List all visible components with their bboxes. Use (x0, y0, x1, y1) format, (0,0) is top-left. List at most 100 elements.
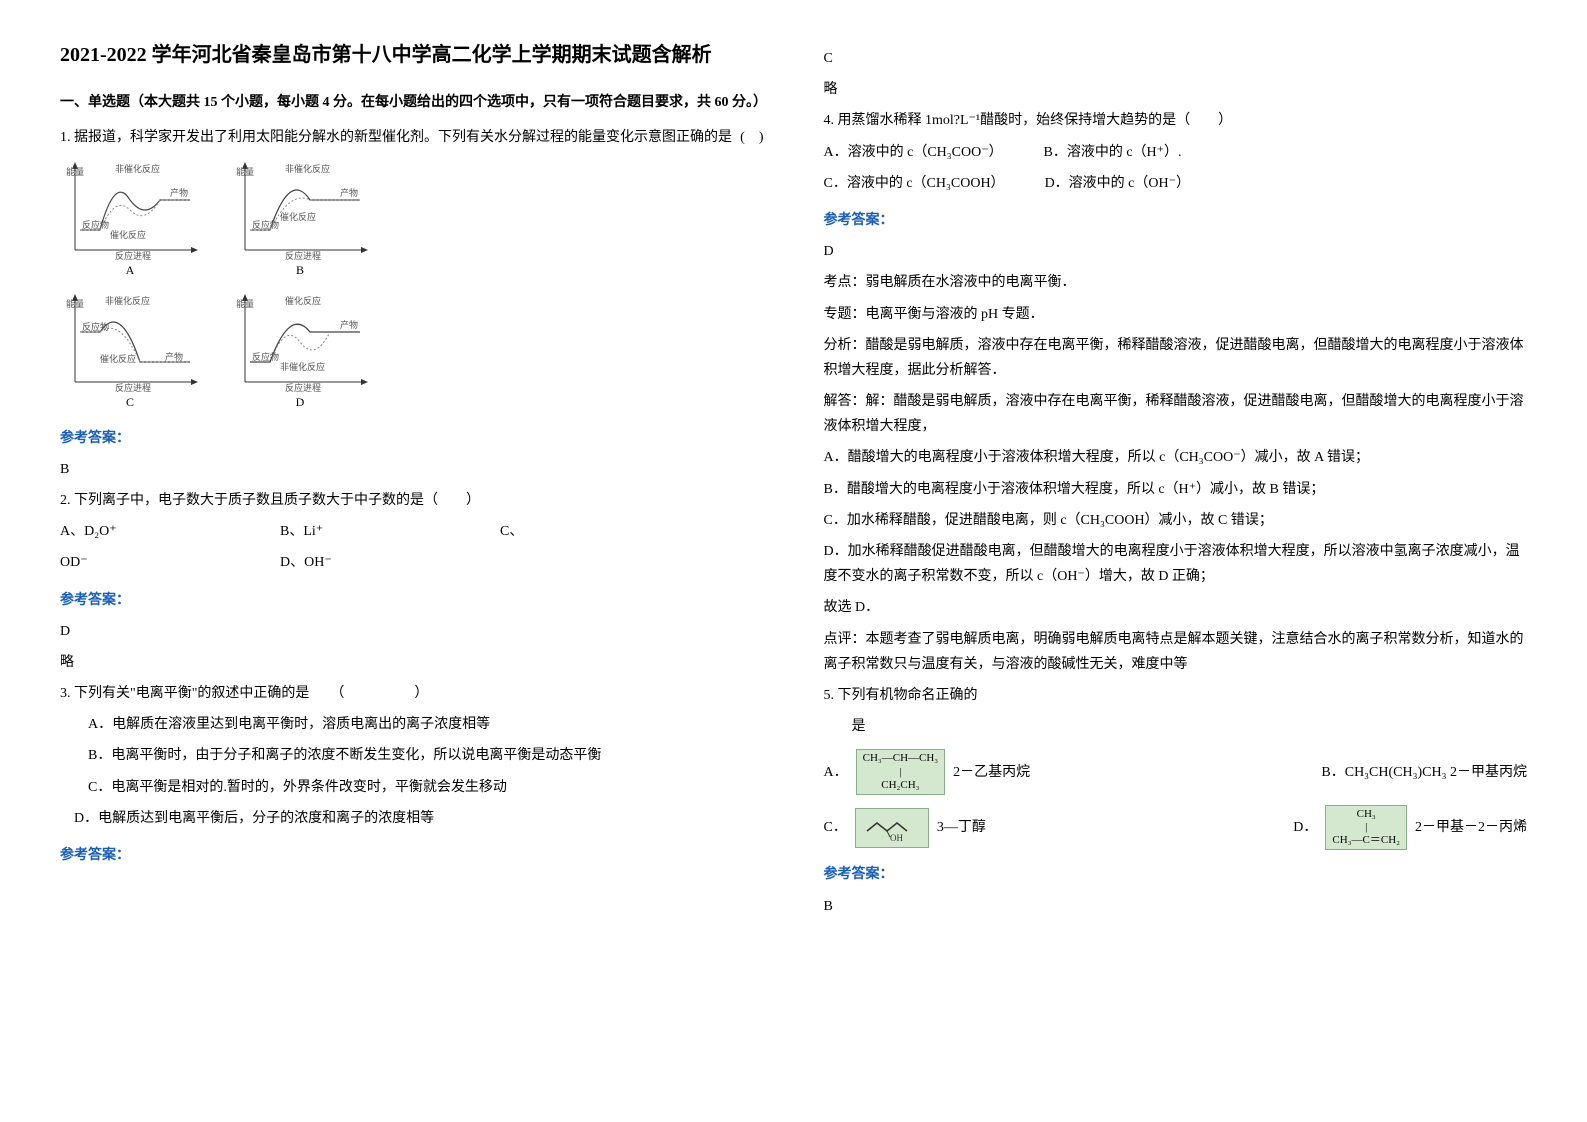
q3-answer-label: 参考答案： (60, 843, 764, 868)
q5-stem: 5. 下列有机物命名正确的 (824, 683, 1528, 708)
q5-a-label: A． (824, 760, 848, 785)
diagram-b-top: 非催化反应 (285, 163, 330, 174)
q2-opt-b: B、Li⁺ (280, 519, 460, 544)
q5-row-ab: A． CH₃—CH—CH₃ | CH₂CH₃ 2－乙基丙烷 B．CH₃CH(CH… (824, 749, 1528, 795)
diagram-a-xlabel: 反应进程 (115, 250, 151, 260)
q2-opt-c: OD⁻ (60, 550, 240, 575)
q4-jieda-b: B．醋酸增大的电离程度小于溶液体积增大程度，所以 c（H⁺）减小，故 B 错误； (824, 477, 1528, 502)
diagram-c-svg: 能量 非催化反应 反应物 催化反应 产物 反应进程 (60, 292, 200, 392)
q1-diagram-c: 能量 非催化反应 反应物 催化反应 产物 反应进程 C (60, 292, 200, 414)
q3-answer: C (824, 46, 1528, 71)
q4-options-row1: A．溶液中的 c（CH₃COO⁻） B．溶液中的 c（H⁺）. (824, 140, 1528, 165)
diagram-d-label: D (230, 392, 370, 414)
q4-guxuan: 故选 D． (824, 595, 1528, 620)
q1-stem: 1. 据报道，科学家开发出了利用太阳能分解水的新型催化剂。下列有关水分解过程的能… (60, 125, 764, 150)
q2-options-row2: OD⁻ D、OH⁻ (60, 550, 764, 575)
q4-opt-c: C．溶液中的 c（CH₃COOH） (824, 171, 1005, 196)
diagram-d-prod: 产物 (340, 319, 358, 330)
q1-diagram-d: 能量 催化反应 反应物 非催化反应 产物 反应进程 D (230, 292, 370, 414)
q4-kaodian: 考点：弱电解质在水溶液中的电离平衡． (824, 270, 1528, 295)
q2-answer-label: 参考答案： (60, 588, 764, 613)
diagram-c-reac: 反应物 (82, 321, 109, 332)
q4-opt-a: A．溶液中的 c（CH₃COO⁻） (824, 140, 1004, 165)
q5-struct-a-l2: CH₂CH₃ (881, 779, 919, 791)
q5-opt-c: C． OH 3—丁醇 (824, 808, 986, 848)
q4-opt-d: D．溶液中的 c（OH⁻） (1045, 171, 1225, 196)
diagram-b-label: B (230, 260, 370, 282)
diagram-b-svg: 能量 非催化反应 反应物 催化反应 产物 反应进程 (230, 160, 370, 260)
q2-opt-d: D、OH⁻ (280, 550, 460, 575)
q5-struct-a: CH₃—CH—CH₃ | CH₂CH₃ (856, 749, 946, 795)
diagram-c-xlabel: 反应进程 (115, 382, 151, 392)
section-1-header: 一、单选题（本大题共 15 个小题，每小题 4 分。在每小题给出的四个选项中，只… (60, 90, 764, 115)
q5-opt-d: D． CH₃ | CH₃—C＝CH₂ 2－甲基－2－丙烯 (1293, 805, 1527, 851)
q3-opt-a: A．电解质在溶液里达到电离平衡时，溶质电离出的离子浓度相等 (60, 712, 764, 737)
diagram-c-top: 非催化反应 (105, 295, 150, 306)
diagram-a-prod: 产物 (170, 187, 188, 198)
page-container: 2021-2022 学年河北省秦皇岛市第十八中学高二化学上学期期末试题含解析 一… (60, 40, 1527, 925)
diagram-a-ylabel: 能量 (66, 166, 84, 177)
q1-diagrams-row2: 能量 非催化反应 反应物 催化反应 产物 反应进程 C (60, 292, 764, 414)
q5-answer: B (824, 894, 1528, 919)
q3-stem: 3. 下列有关"电离平衡"的叙述中正确的是 （ ） (60, 681, 764, 706)
q3-opt-b: B．电离平衡时，由于分子和离子的浓度不断发生变化，所以说电离平衡是动态平衡 (60, 743, 764, 768)
q1-text: 1. 据报道，科学家开发出了利用太阳能分解水的新型催化剂。下列有关水分解过程的能… (60, 130, 732, 145)
q4-jieda-head: 解答：解：醋酸是弱电解质，溶液中存在电离平衡，稀释醋酸溶液，促进醋酸电离，但醋酸… (824, 389, 1528, 439)
q4-zhuanti: 专题：电离平衡与溶液的 pH 专题． (824, 302, 1528, 327)
q5-b-text: B．CH₃CH(CH₃)CH₃ 2－甲基丙烷 (1321, 760, 1527, 785)
diagram-b-xlabel: 反应进程 (285, 250, 321, 260)
q1-answer-label: 参考答案： (60, 426, 764, 451)
diagram-d-top: 非催化反应 (280, 361, 325, 372)
q2-stem: 2. 下列离子中，电子数大于质子数且质子数大于中子数的是（ ） (60, 488, 764, 513)
q4-answer: D (824, 239, 1528, 264)
q2-note: 略 (60, 650, 764, 675)
diagram-a-label: A (60, 260, 200, 282)
q5-c-oh: OH (890, 833, 903, 841)
diagram-d-svg: 能量 催化反应 反应物 非催化反应 产物 反应进程 (230, 292, 370, 392)
q2-opt-a: A、D₂O⁺ (60, 519, 240, 544)
diagram-b-cat: 催化反应 (280, 211, 316, 222)
left-column: 2021-2022 学年河北省秦皇岛市第十八中学高二化学上学期期末试题含解析 一… (60, 40, 764, 925)
q5-shi: 是 (824, 714, 1528, 739)
diagram-a-svg: 能量 非催化反应 反应物 催化反应 产物 反应进程 (60, 160, 200, 260)
q1-diagrams-row1: 能量 非催化反应 反应物 催化反应 产物 反应进程 A (60, 160, 764, 282)
q5-struct-a-l1: CH₃—CH—CH₃ (863, 752, 939, 764)
q4-options-row2: C．溶液中的 c（CH₃COOH） D．溶液中的 c（OH⁻） (824, 171, 1528, 196)
q4-dianping: 点评：本题考查了弱电解质电离，明确弱电解质电离特点是解本题关键，注意结合水的离子… (824, 627, 1528, 677)
diagram-b-prod: 产物 (340, 187, 358, 198)
q5-opt-a: A． CH₃—CH—CH₃ | CH₂CH₃ 2－乙基丙烷 (824, 749, 1031, 795)
q4-fenxi: 分析：醋酸是弱电解质，溶液中存在电离平衡，稀释醋酸溶液，促进醋酸电离，但醋酸增大… (824, 333, 1528, 383)
exam-title: 2021-2022 学年河北省秦皇岛市第十八中学高二化学上学期期末试题含解析 (60, 40, 764, 70)
q5-struct-d-l2: CH₃—C＝CH₂ (1332, 834, 1400, 846)
diagram-d-reac: 反应物 (252, 351, 279, 362)
q4-stem: 4. 用蒸馏水稀释 1mol?L⁻¹醋酸时，始终保持增大趋势的是（ ） (824, 108, 1528, 133)
q5-row-cd: C． OH 3—丁醇 D． CH₃ | CH₃—C＝CH₂ 2－甲基－2 (824, 805, 1528, 851)
diagram-c-prod: 产物 (165, 351, 183, 362)
q5-d-name: 2－甲基－2－丙烯 (1415, 815, 1527, 840)
q2-opt-c-prefix: C、 (500, 519, 680, 544)
q4-jieda-c: C．加水稀释醋酸，促进醋酸电离，则 c（CH₃COOH）减小，故 C 错误； (824, 508, 1528, 533)
q5-struct-d-l1: CH₃ (1357, 808, 1376, 820)
q5-opt-b: B．CH₃CH(CH₃)CH₃ 2－甲基丙烷 (1321, 760, 1527, 785)
q4-opt-b: B．溶液中的 c（H⁺）. (1044, 140, 1224, 165)
q1-diagram-a: 能量 非催化反应 反应物 催化反应 产物 反应进程 A (60, 160, 200, 282)
q3-opt-d: D．电解质达到电离平衡后，分子的浓度和离子的浓度相等 (60, 806, 764, 831)
diagram-a-reac: 反应物 (82, 219, 109, 230)
q5-c-label: C． (824, 815, 847, 840)
q5-d-label: D． (1293, 815, 1317, 840)
diagram-d-xlabel: 反应进程 (285, 382, 321, 392)
q5-struct-c: OH (855, 808, 929, 848)
diagram-a-top: 非催化反应 (115, 163, 160, 174)
q1-paren: ( ) (740, 125, 763, 150)
q1-diagram-b: 能量 非催化反应 反应物 催化反应 产物 反应进程 B (230, 160, 370, 282)
q4-jieda-d: D．加水稀释醋酸促进醋酸电离，但醋酸增大的电离程度小于溶液体积增大程度，所以溶液… (824, 539, 1528, 589)
q2-options-row1: A、D₂O⁺ B、Li⁺ C、 (60, 519, 764, 544)
diagram-a-cat: 催化反应 (110, 229, 146, 240)
right-column: C 略 4. 用蒸馏水稀释 1mol?L⁻¹醋酸时，始终保持增大趋势的是（ ） … (824, 40, 1528, 925)
diagram-d-ylabel: 能量 (236, 298, 254, 309)
q1-answer: B (60, 457, 764, 482)
diagram-b-ylabel: 能量 (236, 166, 254, 177)
diagram-c-label: C (60, 392, 200, 414)
q3-opt-c: C．电离平衡是相对的.暂时的，外界条件改变时，平衡就会发生移动 (60, 775, 764, 800)
q4-answer-label: 参考答案： (824, 208, 1528, 233)
